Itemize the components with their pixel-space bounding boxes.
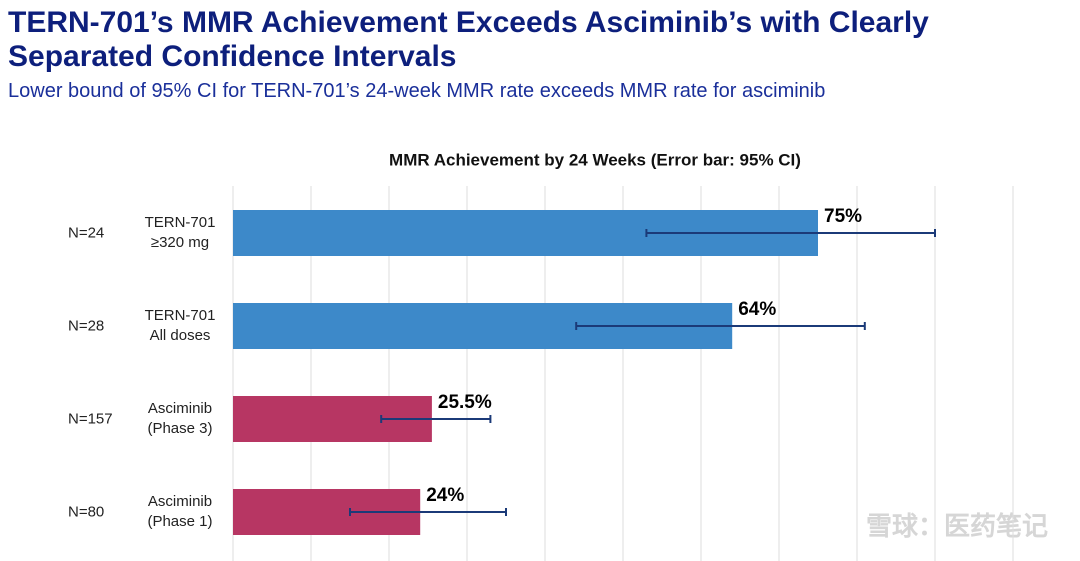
page-subtitle: Lower bound of 95% CI for TERN-701’s 24-… (8, 80, 826, 102)
value-label: 64% (738, 299, 776, 320)
n-label: N=24 (68, 224, 105, 242)
error-bar (645, 229, 936, 237)
error-bar (380, 415, 492, 423)
value-label: 24% (426, 485, 464, 506)
y-tick-label: Asciminib (Phase 1) (147, 493, 213, 530)
value-label: 75% (824, 206, 862, 227)
error-bar (575, 322, 866, 330)
y-tick-label: Asciminib (Phase 3) (147, 400, 213, 437)
value-label: 25.5% (438, 392, 492, 413)
error-bar (349, 508, 507, 516)
n-label: N=80 (68, 503, 105, 521)
n-label: N=28 (68, 317, 105, 335)
n-label: N=157 (68, 410, 113, 428)
page-title: TERN-701’s MMR Achievement Exceeds Ascim… (8, 6, 929, 73)
y-tick-label: TERN-701 All doses (144, 307, 216, 344)
chart-title: MMR Achievement by 24 Weeks (Error bar: … (389, 150, 801, 169)
watermark: 雪球：医药笔记 (866, 511, 1048, 541)
y-tick-label: TERN-701 ≥320 mg (144, 214, 216, 251)
